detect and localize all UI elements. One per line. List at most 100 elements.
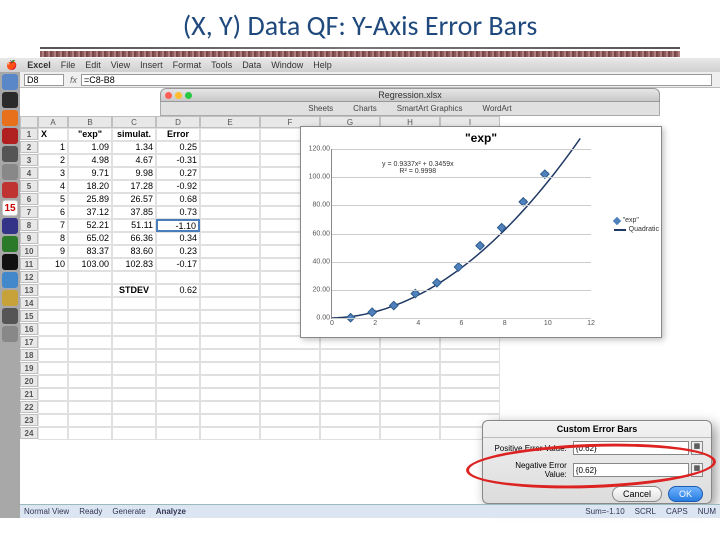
cell[interactable]: 103.00 [68, 258, 112, 271]
menu-tools[interactable]: Tools [211, 60, 232, 70]
cell[interactable] [260, 427, 320, 440]
cell[interactable] [68, 271, 112, 284]
cell[interactable] [320, 375, 380, 388]
cell[interactable]: 5 [38, 193, 68, 206]
cell[interactable] [68, 414, 112, 427]
cell[interactable]: 37.85 [112, 206, 156, 219]
row-header[interactable]: 13 [20, 284, 38, 296]
column-header[interactable]: C [112, 116, 156, 128]
cell[interactable]: 9.71 [68, 167, 112, 180]
cell[interactable] [260, 362, 320, 375]
cell[interactable] [156, 336, 200, 349]
cell[interactable]: 1.09 [68, 141, 112, 154]
ok-button[interactable]: OK [668, 486, 703, 502]
column-header[interactable] [20, 116, 38, 128]
cell[interactable]: -1.10 [156, 219, 200, 232]
cell[interactable] [38, 349, 68, 362]
cell[interactable] [156, 414, 200, 427]
menu-edit[interactable]: Edit [85, 60, 101, 70]
row-header[interactable]: 2 [20, 141, 38, 153]
cell[interactable] [68, 297, 112, 310]
cell[interactable] [112, 297, 156, 310]
cell[interactable] [68, 362, 112, 375]
minimize-icon[interactable] [175, 92, 182, 99]
cell[interactable] [156, 401, 200, 414]
cell[interactable] [200, 154, 260, 167]
column-header[interactable]: B [68, 116, 112, 128]
cell[interactable] [38, 271, 68, 284]
menu-data[interactable]: Data [242, 60, 261, 70]
dock-app-icon[interactable] [2, 290, 18, 306]
cell[interactable] [380, 388, 440, 401]
row-header[interactable]: 24 [20, 427, 38, 439]
row-header[interactable]: 4 [20, 167, 38, 179]
row-header[interactable]: 10 [20, 245, 38, 257]
cell[interactable] [260, 349, 320, 362]
apple-menu-icon[interactable]: 🍎 [6, 60, 17, 71]
cell[interactable] [200, 375, 260, 388]
dock-app-icon[interactable] [2, 308, 18, 324]
cell[interactable]: 0.27 [156, 167, 200, 180]
cell[interactable]: 102.83 [112, 258, 156, 271]
embedded-chart[interactable]: "exp" y = 0.9337x² + 0.3459x R² = 0.9998… [300, 126, 662, 338]
row-header[interactable]: 14 [20, 297, 38, 309]
row-header[interactable]: 19 [20, 362, 38, 374]
row-header[interactable]: 6 [20, 193, 38, 205]
cell[interactable]: 9.98 [112, 167, 156, 180]
menu-help[interactable]: Help [313, 60, 332, 70]
cell[interactable] [156, 297, 200, 310]
cell[interactable]: Error [156, 128, 200, 141]
column-header[interactable]: D [156, 116, 200, 128]
cell[interactable] [200, 362, 260, 375]
row-header[interactable]: 15 [20, 310, 38, 322]
cell[interactable] [200, 323, 260, 336]
cell[interactable]: 9 [38, 245, 68, 258]
cell[interactable]: 10 [38, 258, 68, 271]
cell[interactable] [38, 284, 68, 297]
cell[interactable] [200, 219, 260, 232]
cell[interactable] [200, 232, 260, 245]
cell[interactable]: 4.67 [112, 154, 156, 167]
cell[interactable] [200, 128, 260, 141]
range-select-icon[interactable]: ▦ [691, 463, 703, 477]
cell[interactable]: 51.11 [112, 219, 156, 232]
cell[interactable] [200, 245, 260, 258]
cell[interactable] [200, 297, 260, 310]
cell[interactable] [38, 388, 68, 401]
cell[interactable] [38, 310, 68, 323]
cell[interactable]: 4 [38, 180, 68, 193]
cell[interactable] [38, 427, 68, 440]
row-header[interactable]: 12 [20, 271, 38, 283]
row-header[interactable]: 17 [20, 336, 38, 348]
menu-view[interactable]: View [111, 60, 130, 70]
cell[interactable]: 1 [38, 141, 68, 154]
row-header[interactable]: 18 [20, 349, 38, 361]
cell[interactable] [68, 375, 112, 388]
cell[interactable] [38, 297, 68, 310]
cell[interactable] [112, 414, 156, 427]
cell[interactable]: 0.34 [156, 232, 200, 245]
cell[interactable] [380, 349, 440, 362]
cell[interactable] [200, 271, 260, 284]
dock-app-icon[interactable] [2, 92, 18, 108]
row-header[interactable]: 5 [20, 180, 38, 192]
cell[interactable] [112, 310, 156, 323]
dock-app-icon[interactable] [2, 218, 18, 234]
cell[interactable] [68, 284, 112, 297]
cell[interactable]: 0.68 [156, 193, 200, 206]
cell[interactable] [112, 401, 156, 414]
cell[interactable]: -0.17 [156, 258, 200, 271]
row-header[interactable]: 11 [20, 258, 38, 270]
cell[interactable]: X [38, 128, 68, 141]
cell[interactable] [380, 414, 440, 427]
status-analyze[interactable]: Analyze [156, 507, 186, 516]
cell[interactable] [38, 375, 68, 388]
cell[interactable]: 3 [38, 167, 68, 180]
cell[interactable] [156, 323, 200, 336]
cell[interactable] [112, 362, 156, 375]
fx-icon[interactable]: fx [70, 75, 77, 85]
cell[interactable] [112, 323, 156, 336]
ribbon-tab-sheets[interactable]: Sheets [308, 104, 333, 113]
cancel-button[interactable]: Cancel [612, 486, 662, 502]
cell[interactable] [200, 388, 260, 401]
